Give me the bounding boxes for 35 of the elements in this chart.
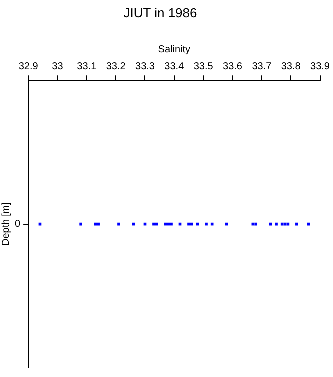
x-tick-label: 33.7	[252, 61, 272, 72]
point	[280, 222, 284, 226]
point	[226, 222, 228, 226]
x-tick-label: 33.9	[310, 61, 330, 72]
x-tick-label: 32.9	[18, 61, 39, 72]
y-tick-label: 0	[15, 219, 21, 230]
x-tick-label: 33.4	[164, 61, 185, 72]
x-tick-label: 33.2	[106, 61, 126, 72]
point	[156, 222, 158, 226]
point	[190, 222, 194, 226]
y-axis-title: Depth [m]	[0, 202, 12, 246]
point	[254, 222, 258, 226]
x-tick-label: 33.1	[77, 61, 98, 72]
x-tick-label: 33.5	[194, 61, 214, 72]
point	[118, 222, 120, 226]
x-axis-title: Salinity	[158, 44, 191, 56]
point	[97, 222, 100, 226]
point	[205, 222, 208, 226]
point	[210, 222, 214, 226]
x-tick-label: 33.6	[223, 61, 243, 72]
point	[296, 222, 298, 226]
point	[152, 222, 156, 226]
point	[80, 222, 82, 226]
point	[307, 222, 310, 226]
point	[132, 222, 135, 226]
point	[164, 222, 168, 226]
point	[188, 222, 190, 226]
x-tick-label: 33.8	[281, 61, 302, 72]
point	[94, 222, 98, 226]
x-tick-label: 33.3	[136, 61, 156, 72]
x-tick-label: 33	[52, 61, 64, 72]
point	[170, 222, 173, 226]
point	[275, 222, 278, 226]
chart-title: JIUT in 1986	[124, 5, 198, 20]
point	[167, 222, 170, 226]
